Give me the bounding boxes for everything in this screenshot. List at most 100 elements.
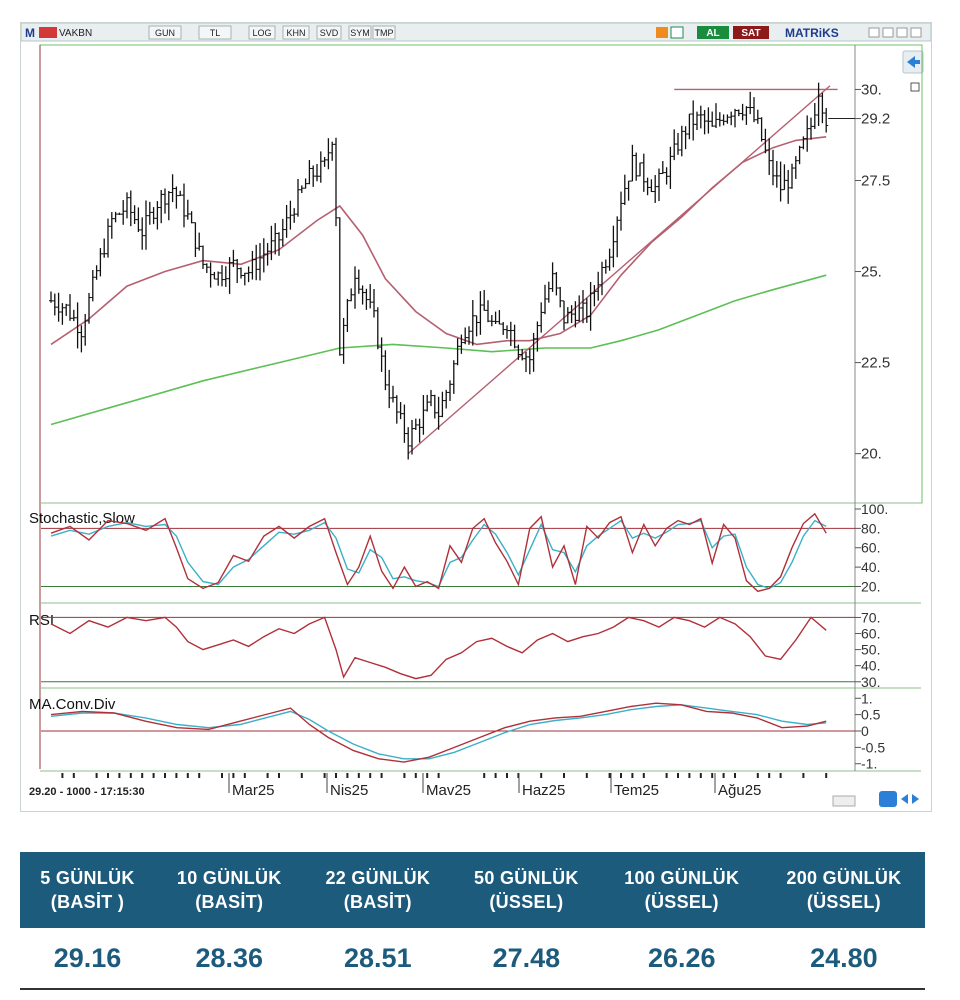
date-tick (677, 773, 679, 778)
settings-icon[interactable] (656, 27, 668, 38)
stochastic-d-line (50, 519, 827, 590)
macd-tick-label: -1. (861, 756, 877, 772)
date-tick (494, 773, 497, 778)
month-label: Nis25 (330, 782, 368, 799)
ma-column-header: 5 GÜNLÜK (BASİT ) (20, 852, 155, 928)
date-tick (118, 773, 121, 778)
toolbar-button-label: TMP (375, 28, 394, 38)
date-tick (107, 773, 109, 778)
ma-header-type: (BASİT ) (50, 892, 125, 912)
macd-tick-label: -0.5 (861, 739, 885, 755)
scroll-handle[interactable] (832, 795, 856, 807)
month-label: Tem25 (614, 782, 659, 799)
date-tick (335, 773, 337, 778)
rsi-tick-label: 60. (861, 626, 880, 642)
toolbar-button-log[interactable] (248, 25, 276, 40)
maximize-icon[interactable] (882, 27, 894, 38)
date-tick (722, 773, 725, 778)
stochastic-tick-label: 80. (861, 520, 880, 536)
month-label: Ağu25 (718, 782, 761, 799)
date-tick (631, 773, 634, 778)
ma-header-type: (BASİT) (343, 892, 412, 912)
toolbar-button-sym[interactable] (348, 25, 372, 40)
macd-title: MA.Conv.Div (29, 696, 116, 713)
date-tick (483, 773, 486, 778)
stochastic-k-line (50, 512, 827, 593)
ma-header-period: 10 GÜNLÜK (176, 868, 282, 888)
restore-icon[interactable] (896, 27, 908, 38)
refresh-icon[interactable] (670, 26, 684, 39)
date-tick (711, 773, 714, 778)
date-tick (95, 773, 98, 778)
ma-header-period: 50 GÜNLÜK (474, 868, 579, 888)
toolbar-button-label: KHN (286, 28, 305, 38)
ma-value-cell: 29.16 (20, 928, 155, 990)
date-tick (152, 773, 155, 778)
price-tick-label: 25. (861, 264, 882, 281)
date-tick (802, 773, 805, 778)
date-tick (141, 773, 144, 778)
ma-column-header: 200 GÜNLÜK (ÜSSEL) (762, 852, 925, 928)
month-label: Mav25 (426, 782, 471, 799)
macd-tick-label: 0.5 (861, 707, 881, 723)
date-tick (768, 773, 771, 778)
date-tick (506, 773, 508, 778)
minimize-icon[interactable] (868, 27, 880, 38)
ma-value-cell: 26.26 (600, 928, 763, 990)
date-tick (266, 773, 269, 778)
trendline (407, 85, 831, 455)
rsi-title: RSI (29, 612, 54, 629)
ma-column-header: 50 GÜNLÜK (ÜSSEL) (452, 852, 601, 928)
ma-value-cell: 28.36 (154, 928, 304, 990)
date-tick (688, 773, 691, 778)
date-tick (825, 773, 828, 778)
date-tick (380, 773, 383, 778)
date-tick (186, 773, 189, 778)
toolbar-button-svd[interactable] (316, 25, 342, 40)
ma-header-period: 100 GÜNLÜK (624, 868, 740, 888)
toolbar-button-khn[interactable] (282, 25, 310, 40)
ma-header-period: 5 GÜNLÜK (40, 868, 135, 888)
stochastic-tick-label: 100. (861, 501, 888, 517)
al-button[interactable] (697, 26, 729, 39)
table-header-row: 5 GÜNLÜK (BASİT ) 10 GÜNLÜK (BASİT) 22 GÜNLÜ… (20, 852, 925, 928)
price-tick-label: 22.5 (861, 355, 890, 372)
date-tick (642, 773, 645, 778)
macd-signal-line (50, 704, 827, 760)
ma-header-type: (ÜSSEL) (806, 892, 881, 912)
sat-button[interactable] (733, 26, 769, 39)
grid-toggle-icon[interactable] (910, 82, 920, 92)
date-tick (243, 773, 246, 778)
sync-icon[interactable] (879, 791, 897, 807)
close-icon[interactable] (910, 27, 922, 38)
toolbar-button-label: SVD (320, 28, 339, 38)
chart-window: M VAKBN GUN TL LOG KHN SVD SYM TMP AL SAT MATR… (20, 22, 932, 812)
date-tick (369, 773, 372, 778)
stochastic-tick-label: 60. (861, 540, 880, 556)
date-tick (278, 773, 280, 778)
macd-tick-label: 1. (861, 690, 873, 706)
date-tick (175, 773, 178, 778)
ma-column-header: 100 GÜNLÜK (ÜSSEL) (600, 852, 763, 928)
symbol-label[interactable]: VAKBN (59, 28, 92, 39)
symbol-flag-icon (39, 27, 57, 38)
date-tick (608, 773, 611, 778)
toolbar-button-gun[interactable] (148, 25, 182, 40)
rsi-tick-label: 30. (861, 674, 880, 690)
scroll-left-icon[interactable] (901, 794, 908, 804)
date-tick (517, 773, 520, 778)
toolbar-button-tl[interactable] (198, 25, 232, 40)
rsi-tick-label: 40. (861, 658, 880, 674)
toolbar-button-tmp[interactable] (372, 25, 396, 40)
ma-header-type: (BASİT) (195, 892, 264, 912)
al-button-label: AL (706, 28, 719, 39)
toolbar: M VAKBN GUN TL LOG KHN SVD SYM TMP AL SAT MATR… (21, 23, 931, 42)
scroll-right-icon[interactable] (912, 794, 919, 804)
date-tick (346, 773, 349, 778)
rsi-line (50, 616, 827, 680)
ma-column-header: 22 GÜNLÜK (BASİT) (303, 852, 453, 928)
date-tick (300, 773, 303, 778)
brand-label: MATRiKS (785, 26, 839, 40)
date-tick (699, 773, 702, 778)
ma-header-period: 200 GÜNLÜK (786, 868, 902, 888)
